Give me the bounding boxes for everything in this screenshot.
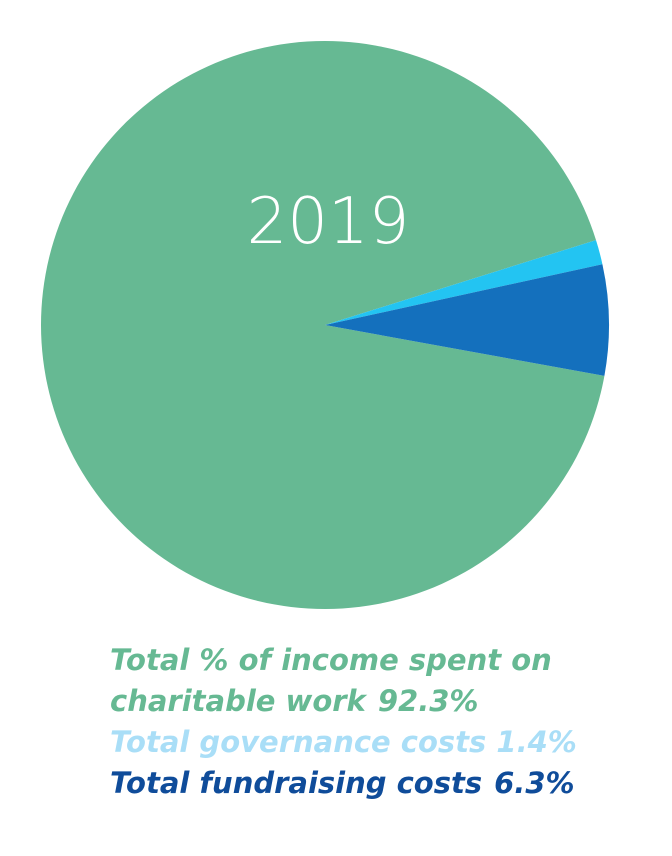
legend-entry-charitable-work-cont: charitable work 92.3%: [110, 681, 650, 722]
legend-entry-governance-costs: Total governance costs 1.4%: [110, 722, 650, 763]
legend-value: 92.3%: [377, 684, 479, 718]
legend-label: Total fundraising costs: [110, 766, 483, 800]
legend-entry-fundraising-costs: Total fundraising costs 6.3%: [110, 763, 650, 804]
legend-label: charitable work: [110, 684, 366, 718]
pie-slice-charitable-work: [41, 40, 605, 609]
legend-entry-charitable-work: Total % of income spent on: [110, 640, 650, 681]
legend: Total % of income spent on charitable wo…: [110, 640, 650, 804]
chart-title: 2019: [247, 185, 410, 259]
pie-chart: 2019: [41, 40, 609, 609]
legend-value: 6.3%: [494, 766, 575, 800]
legend-value: 1.4%: [496, 725, 577, 759]
legend-label: Total governance costs: [110, 725, 487, 759]
pie-slice-governance-costs: [325, 240, 603, 325]
pie-slice-fundraising-costs: [325, 264, 609, 376]
legend-label: Total % of income spent on: [110, 643, 552, 677]
